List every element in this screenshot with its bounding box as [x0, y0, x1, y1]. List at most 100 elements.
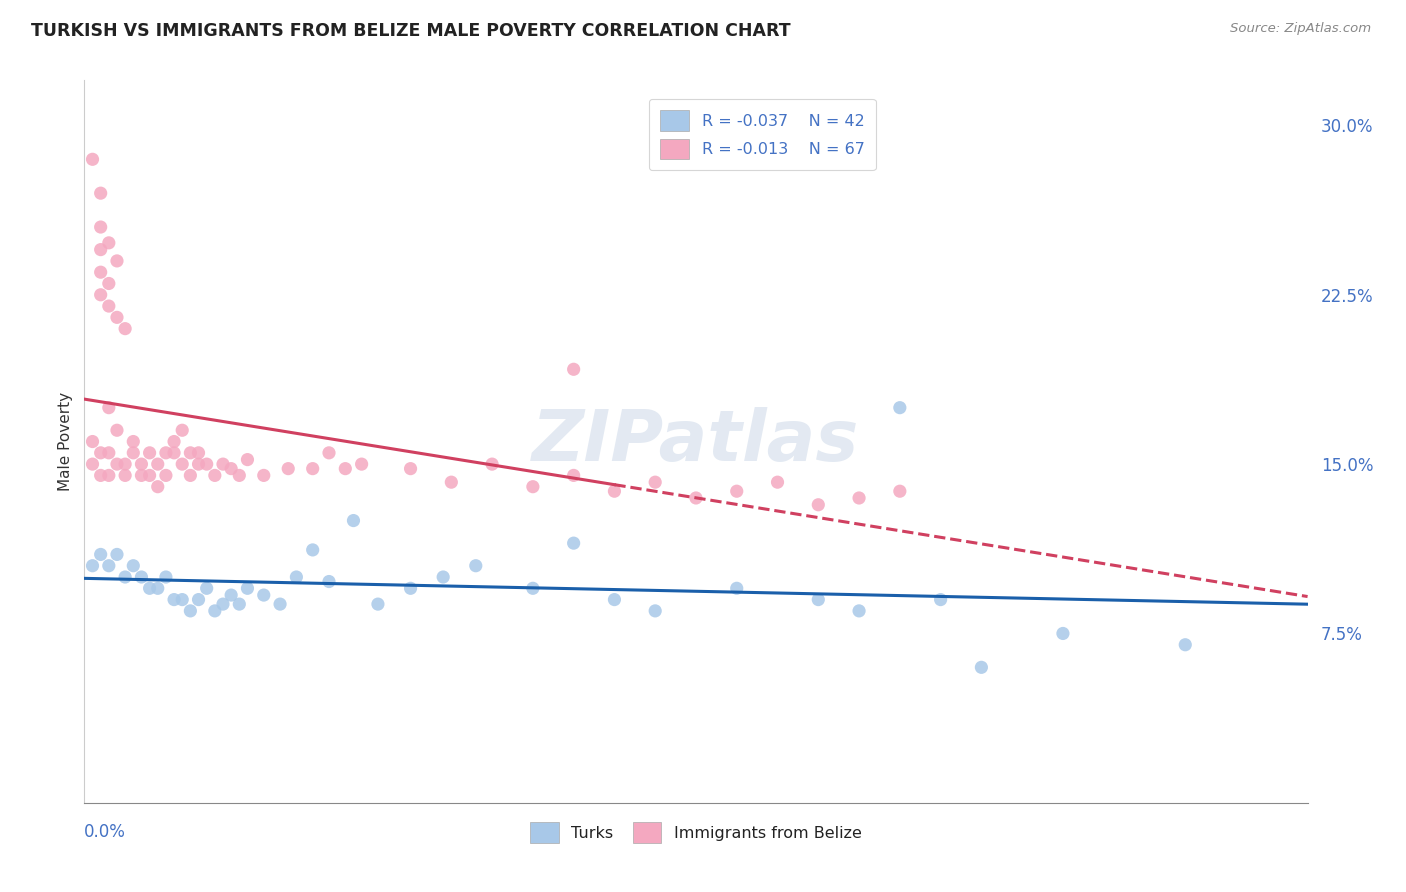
Legend: Turks, Immigrants from Belize: Turks, Immigrants from Belize — [523, 815, 869, 849]
Point — [236, 452, 259, 467]
Point — [807, 592, 830, 607]
Y-axis label: Male Poverty: Male Poverty — [58, 392, 73, 491]
Point — [195, 582, 218, 596]
Point — [253, 468, 276, 483]
Point — [1052, 626, 1074, 640]
Point — [90, 265, 112, 279]
Point — [90, 548, 112, 562]
Point — [848, 604, 870, 618]
Point — [90, 186, 112, 201]
Point — [90, 243, 112, 257]
Point — [146, 582, 169, 596]
Point — [253, 588, 276, 602]
Point — [114, 321, 136, 335]
Point — [318, 446, 340, 460]
Point — [131, 457, 153, 471]
Point — [464, 558, 486, 573]
Point — [90, 220, 112, 235]
Point — [105, 310, 128, 325]
Point — [90, 446, 112, 460]
Point — [90, 468, 112, 483]
Point — [114, 457, 136, 471]
Point — [889, 401, 911, 415]
Point — [82, 153, 104, 167]
Point — [212, 457, 235, 471]
Point — [105, 423, 128, 437]
Point — [122, 446, 145, 460]
Point — [138, 582, 160, 596]
Point — [367, 597, 389, 611]
Point — [277, 461, 299, 475]
Point — [285, 570, 308, 584]
Point — [562, 536, 585, 550]
Point — [97, 235, 120, 250]
Text: 0.0%: 0.0% — [84, 823, 127, 841]
Point — [122, 434, 145, 449]
Point — [97, 277, 120, 291]
Point — [350, 457, 373, 471]
Point — [301, 461, 323, 475]
Point — [82, 457, 104, 471]
Point — [172, 592, 194, 607]
Point — [97, 446, 120, 460]
Point — [105, 253, 128, 268]
Point — [970, 660, 993, 674]
Point — [82, 434, 104, 449]
Point — [301, 542, 323, 557]
Point — [562, 468, 585, 483]
Point — [97, 558, 120, 573]
Point — [219, 588, 242, 602]
Point — [644, 604, 666, 618]
Point — [342, 514, 364, 528]
Point — [131, 570, 153, 584]
Point — [114, 570, 136, 584]
Point — [228, 597, 250, 611]
Point — [90, 287, 112, 301]
Point — [848, 491, 870, 505]
Point — [172, 457, 194, 471]
Point — [105, 457, 128, 471]
Point — [889, 484, 911, 499]
Point — [603, 592, 626, 607]
Point — [105, 548, 128, 562]
Point — [97, 401, 120, 415]
Point — [146, 480, 169, 494]
Point — [163, 592, 186, 607]
Point — [187, 446, 209, 460]
Point — [131, 468, 153, 483]
Point — [212, 597, 235, 611]
Point — [522, 480, 544, 494]
Point — [432, 570, 454, 584]
Point — [522, 582, 544, 596]
Point — [114, 468, 136, 483]
Point — [399, 461, 422, 475]
Text: ZIPatlas: ZIPatlas — [533, 407, 859, 476]
Point — [399, 582, 422, 596]
Point — [440, 475, 463, 490]
Point — [195, 457, 218, 471]
Point — [644, 475, 666, 490]
Point — [172, 423, 194, 437]
Point — [766, 475, 789, 490]
Point — [82, 558, 104, 573]
Point — [685, 491, 707, 505]
Text: TURKISH VS IMMIGRANTS FROM BELIZE MALE POVERTY CORRELATION CHART: TURKISH VS IMMIGRANTS FROM BELIZE MALE P… — [31, 22, 790, 40]
Point — [187, 592, 209, 607]
Point — [562, 362, 585, 376]
Point — [179, 468, 201, 483]
Point — [187, 457, 209, 471]
Point — [155, 446, 177, 460]
Point — [97, 299, 120, 313]
Point — [219, 461, 242, 475]
Point — [1174, 638, 1197, 652]
Point — [228, 468, 250, 483]
Point — [725, 582, 748, 596]
Point — [204, 604, 226, 618]
Point — [163, 434, 186, 449]
Text: Source: ZipAtlas.com: Source: ZipAtlas.com — [1230, 22, 1371, 36]
Point — [929, 592, 952, 607]
Point — [122, 558, 145, 573]
Point — [269, 597, 291, 611]
Point — [236, 582, 259, 596]
Point — [807, 498, 830, 512]
